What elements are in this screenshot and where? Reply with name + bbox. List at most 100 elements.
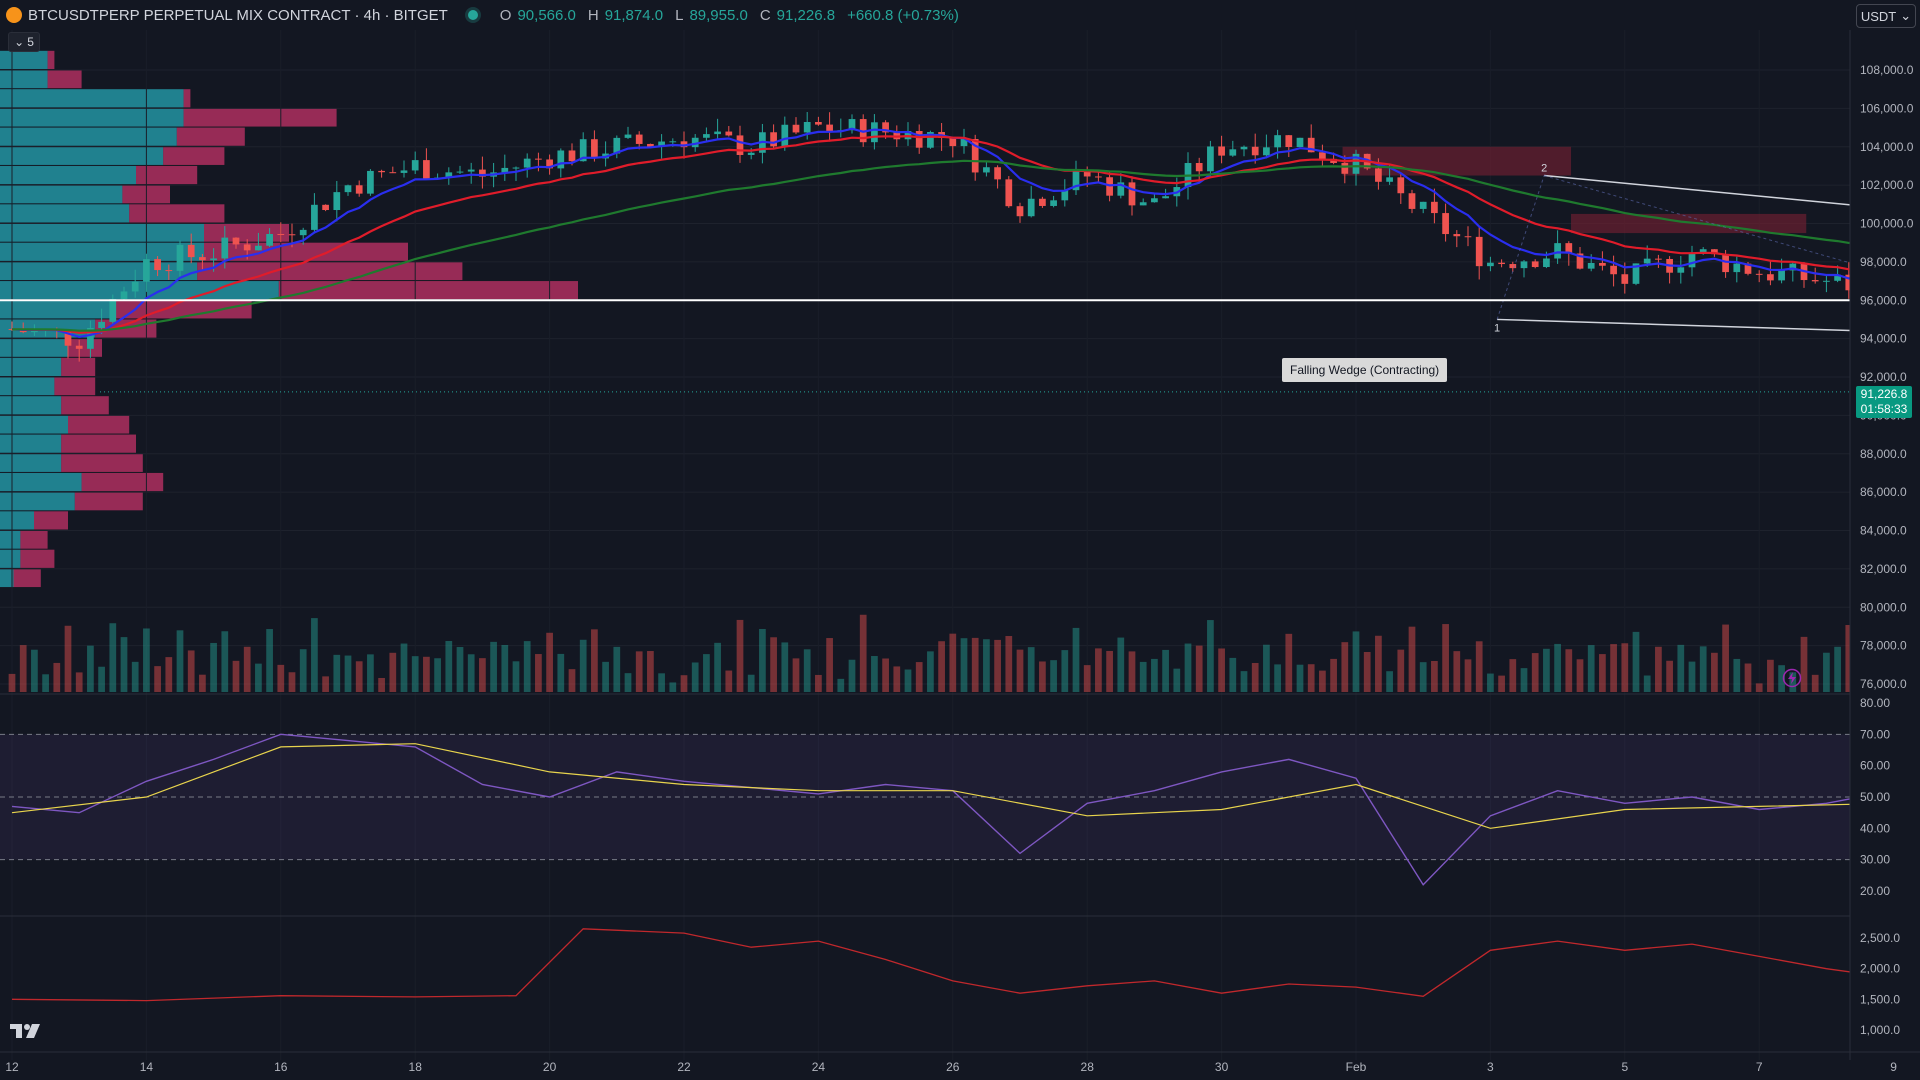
volume-bar xyxy=(187,650,195,692)
time-tick-label: 28 xyxy=(1081,1060,1095,1074)
volume-bar xyxy=(1274,664,1281,692)
price-tick-label: 96,000.0 xyxy=(1860,293,1907,307)
price-axis[interactable]: 108,000.0 106,000.0 104,000.0 102,000.0 100,… xyxy=(1849,0,1920,1080)
candle-body xyxy=(1543,258,1550,268)
volume-bar xyxy=(994,639,1001,692)
candle-body xyxy=(1621,274,1629,284)
candle-body xyxy=(1811,280,1819,282)
volume-bar xyxy=(535,654,542,692)
volume-bar xyxy=(1554,643,1561,692)
volume-bar xyxy=(546,632,553,692)
volume-bar xyxy=(1498,675,1505,692)
volume-bar xyxy=(1341,642,1349,692)
volume-bar xyxy=(1016,649,1024,692)
volume-bar xyxy=(1666,660,1673,692)
volume-bar xyxy=(736,619,744,692)
time-tick-label: 30 xyxy=(1215,1060,1229,1074)
candle-body xyxy=(1475,236,1483,267)
volume-profile-up-row xyxy=(0,511,34,530)
main-pane[interactable]: 12345 xyxy=(0,30,1920,1060)
volume-bar xyxy=(423,656,430,692)
volume-bar xyxy=(770,637,777,692)
volume-bar xyxy=(781,642,789,692)
price-tick-label: 88,000.0 xyxy=(1860,447,1907,461)
candle-body xyxy=(568,150,576,162)
volume-bar xyxy=(1263,644,1270,692)
candle-body xyxy=(1453,234,1461,237)
volume-bar xyxy=(31,649,38,692)
candle-body xyxy=(75,345,83,349)
volume-bar xyxy=(1095,648,1102,692)
wedge-drawing: 12345 xyxy=(1494,163,1920,334)
volume-profile xyxy=(0,50,578,588)
candle-body xyxy=(523,158,531,168)
tradingview-logo-icon[interactable] xyxy=(10,1022,44,1040)
volume-bar xyxy=(871,656,878,692)
candle-body xyxy=(512,167,520,169)
volume-bar xyxy=(1061,650,1069,692)
chart-header: BTCUSDTPERP PERPETUAL MIX CONTRACT · 4h … xyxy=(0,0,1846,30)
candle-body xyxy=(389,172,397,174)
volume-bar xyxy=(669,682,677,692)
price-tick-label: 76,000.0 xyxy=(1860,677,1907,691)
volume-bar xyxy=(445,640,453,692)
candle-body xyxy=(792,124,800,133)
candle-body xyxy=(803,122,811,133)
lower-pane[interactable] xyxy=(0,915,1920,1034)
volume-bar xyxy=(378,677,385,692)
indicators-collapse-button[interactable]: ⌄ 5 xyxy=(8,32,40,52)
high-value: 91,874.0 xyxy=(604,6,664,24)
rsi-pane[interactable] xyxy=(0,693,1920,886)
price-change: +660.8 (+0.73%) xyxy=(847,6,959,24)
volume-bar xyxy=(1285,633,1293,692)
candle-body xyxy=(1050,200,1057,206)
volume-bar xyxy=(288,672,296,692)
volume-bar xyxy=(624,673,632,692)
volume-bar xyxy=(467,654,475,692)
volume-bar xyxy=(344,655,352,692)
candle-body xyxy=(255,245,262,251)
time-axis[interactable]: 12141618202224262830Feb35791113151719212… xyxy=(0,1051,1920,1074)
volume-bar xyxy=(591,629,598,692)
candle-body xyxy=(1341,162,1349,174)
lightning-alert-icon[interactable] xyxy=(1782,668,1802,688)
volume-bar xyxy=(411,656,419,692)
candle-body xyxy=(1240,146,1248,150)
rsi-ma-line xyxy=(11,743,1920,829)
volume-bar xyxy=(1610,644,1617,692)
volume-bar xyxy=(826,638,833,692)
candle-body xyxy=(1610,265,1617,275)
candle-body xyxy=(579,139,587,162)
indicator-count: 5 xyxy=(27,35,34,49)
lower-tick-label: 1,500.0 xyxy=(1860,992,1900,1006)
candle-body xyxy=(344,185,352,193)
candle-body xyxy=(411,160,419,171)
currency-select[interactable]: USDT ⌄ xyxy=(1856,4,1916,28)
candles xyxy=(8,112,1920,362)
volume-bar xyxy=(1207,620,1214,692)
rsi-tick-label: 50.00 xyxy=(1860,790,1890,804)
price-tick-label: 86,000.0 xyxy=(1860,485,1907,499)
time-tick-label: 18 xyxy=(409,1060,423,1074)
candle-body xyxy=(165,270,173,272)
currency-label: USDT xyxy=(1860,8,1897,24)
candle-body xyxy=(1274,135,1281,148)
candle-body xyxy=(680,141,688,148)
volume-bar xyxy=(299,649,307,692)
pattern-label[interactable]: Falling Wedge (Contracting) xyxy=(1282,358,1448,382)
time-tick-label: 16 xyxy=(274,1060,288,1074)
open-label: O xyxy=(499,6,512,24)
volume-bar xyxy=(691,662,699,692)
price-tick-label: 102,000.0 xyxy=(1860,178,1914,192)
candle-body xyxy=(736,135,744,155)
volume-bar xyxy=(1744,663,1752,692)
volume-bar xyxy=(1778,665,1785,692)
symbol-title[interactable]: BTCUSDTPERP PERPETUAL MIX CONTRACT · 4h … xyxy=(28,6,448,24)
volume-bar xyxy=(333,654,341,692)
time-tick-label: 24 xyxy=(812,1060,826,1074)
candle-body xyxy=(367,170,374,194)
candle-body xyxy=(154,259,161,271)
volume-bar xyxy=(602,661,609,692)
candle-body xyxy=(1688,253,1696,268)
